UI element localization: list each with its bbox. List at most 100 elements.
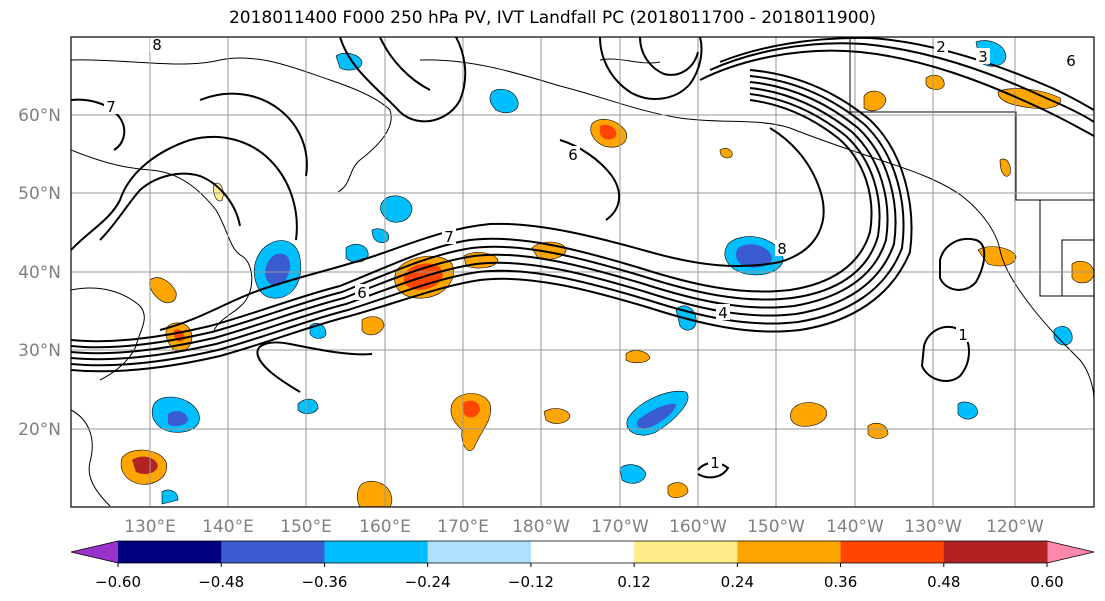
negative-anomaly-patch — [161, 489, 179, 505]
pv-contour — [639, 37, 699, 76]
lon-label: 170°W — [591, 517, 649, 537]
pv-contour — [71, 98, 126, 151]
lon-label: 150°W — [747, 517, 805, 537]
negative-anomaly-patch — [619, 464, 647, 484]
colorbar-segment — [118, 541, 222, 563]
lon-label: 120°W — [986, 517, 1044, 537]
contour-label: 6 — [568, 146, 578, 164]
colorbar-segment — [530, 541, 635, 563]
contour-label: 2 — [936, 38, 946, 56]
colorbar-tick-label: 0.36 — [824, 573, 857, 591]
contour-labels: 7 6 8 6 7 1 2 3 6 8 4 1 — [104, 36, 1078, 472]
pv-contour — [339, 37, 467, 123]
contour-label: 8 — [152, 36, 162, 54]
lon-label: 160°W — [669, 517, 727, 537]
colorbar-segment — [737, 541, 842, 563]
pv-contour — [71, 69, 913, 373]
positive-anomaly-patch — [667, 482, 689, 498]
contour-label: 7 — [106, 98, 116, 116]
contour-label: 3 — [978, 48, 988, 66]
positive-anomaly-core — [462, 400, 480, 418]
negative-anomaly-patch — [489, 89, 519, 114]
longitude-labels: 130°E 140°E 150°E 160°E 170°E 180°W 170°… — [124, 517, 1044, 537]
colorbar-tick-label: −0.36 — [301, 573, 347, 591]
positive-anomaly-patch — [625, 350, 651, 364]
positive-anomaly-patch — [867, 422, 889, 439]
pv-contour — [256, 341, 373, 393]
lat-label: 20°N — [18, 420, 61, 440]
positive-anomaly-patch — [543, 408, 571, 424]
negative-anomaly-core — [636, 403, 676, 429]
colorbar-segment — [634, 541, 738, 563]
contour-label: 8 — [777, 240, 787, 258]
pv-contour — [920, 325, 970, 382]
pv-contour — [939, 238, 986, 291]
positive-anomaly-patch — [149, 277, 177, 304]
negative-anomaly-patch — [957, 401, 979, 420]
lon-label: 130°E — [124, 517, 176, 537]
colorbar-tick-label: 0.12 — [617, 573, 650, 591]
pv-contour — [71, 81, 897, 361]
lat-label: 50°N — [18, 184, 61, 204]
positive-anomaly-patch — [997, 88, 1061, 109]
colorbar-segment — [221, 541, 325, 563]
map-title: 2018011400 F000 250 hPa PV, IVT Landfall… — [228, 8, 876, 28]
colorbar-segment — [324, 541, 429, 563]
contour-label: 6 — [1066, 52, 1076, 70]
negative-anomaly-patch — [297, 398, 319, 414]
positive-anomaly-patch — [863, 90, 887, 112]
colorbar-segment — [840, 541, 945, 563]
pv-contour — [199, 92, 308, 177]
pv-contour — [699, 49, 1094, 137]
lat-label: 30°N — [18, 341, 61, 361]
positive-anomaly-core — [132, 456, 158, 474]
pv-contours — [71, 37, 1094, 479]
negative-anomaly-core — [736, 244, 772, 268]
map-frame — [70, 36, 1095, 508]
positive-anomaly-core — [600, 124, 617, 140]
colorbar: −0.60 −0.48 −0.36 −0.24 −0.12 0.12 0.24 0.36 0.4… — [70, 540, 1095, 591]
pv-contour — [71, 136, 298, 251]
positive-anomaly-patch — [999, 158, 1011, 177]
positive-anomaly-patch — [356, 480, 393, 507]
positive-anomaly-patch — [790, 402, 827, 427]
latitude-labels: 60°N 50°N 40°N 30°N 20°N — [18, 106, 61, 440]
lon-label: 130°W — [904, 517, 962, 537]
contour-label: 6 — [357, 284, 367, 302]
pv-contour — [99, 172, 241, 241]
lon-label: 140°W — [826, 517, 884, 537]
lon-label: 180°W — [512, 517, 570, 537]
colorbar-tick-label: −0.12 — [508, 573, 554, 591]
negative-anomaly-patch — [345, 244, 369, 263]
pv-contour — [71, 75, 905, 367]
pv-contour — [159, 127, 825, 331]
colorbar-tick-label: 0.48 — [927, 573, 960, 591]
pv-contour — [71, 99, 873, 343]
negative-anomaly-core — [168, 411, 188, 427]
colorbar-extend-high — [1047, 541, 1094, 563]
colorbar-tick-label: −0.60 — [95, 573, 141, 591]
positive-anomaly-patch — [450, 393, 492, 451]
contour-label: 4 — [718, 304, 728, 322]
positive-anomaly-patch — [719, 148, 733, 159]
pv-contour — [697, 462, 730, 479]
contour-label: 1 — [710, 454, 720, 472]
negative-anomaly-core — [265, 253, 291, 287]
lon-label: 160°E — [359, 517, 411, 537]
negative-anomaly-patch — [1053, 326, 1073, 346]
lon-label: 150°E — [280, 517, 332, 537]
colorbar-segment — [427, 541, 532, 563]
positive-anomaly-patch — [925, 74, 945, 90]
lat-label: 60°N — [18, 106, 61, 126]
pv-contour — [71, 87, 889, 355]
colorbar-tick-label: −0.48 — [198, 573, 244, 591]
colorbar-tick-label: 0.24 — [721, 573, 754, 591]
pv-contour — [379, 37, 431, 91]
lat-label: 40°N — [18, 263, 61, 283]
negative-anomaly-patch — [380, 195, 413, 223]
positive-anomaly-patch — [361, 316, 385, 336]
pv-contour — [71, 93, 881, 349]
colorbar-tick-label: 0.60 — [1030, 573, 1063, 591]
colorbar-tick-label: −0.24 — [405, 573, 451, 591]
